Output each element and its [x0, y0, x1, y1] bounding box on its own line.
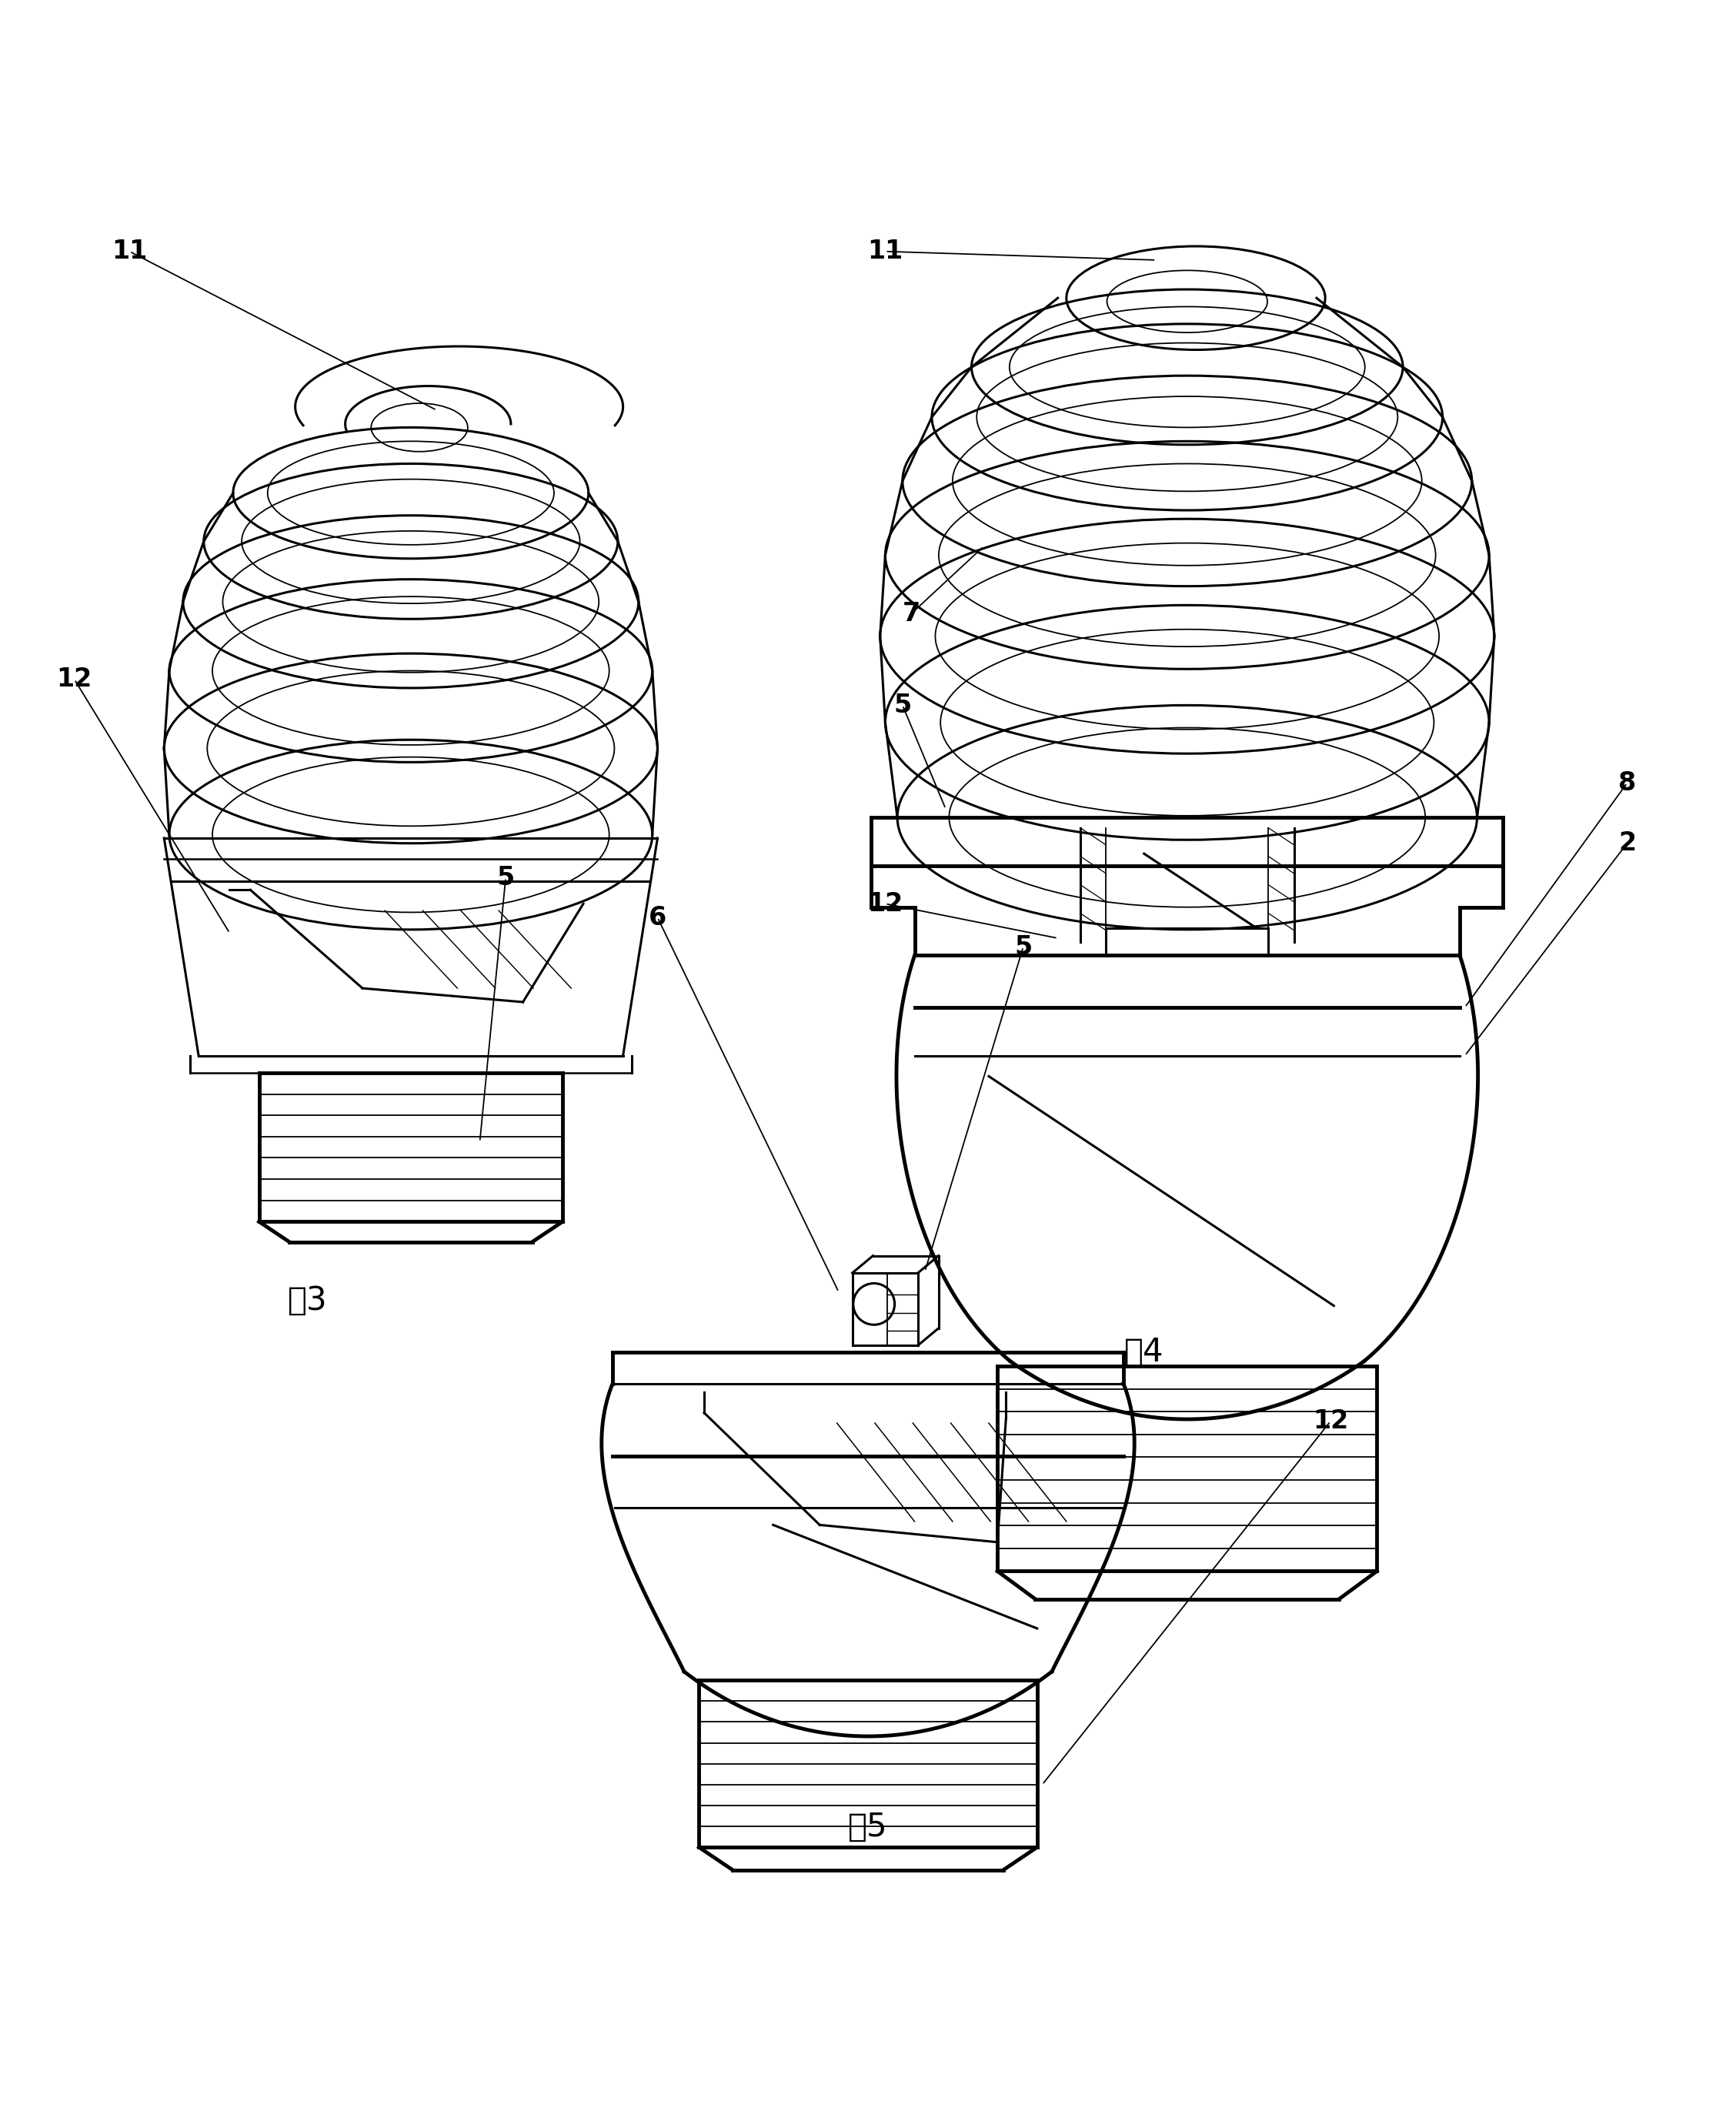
Text: 12: 12 [57, 667, 92, 693]
Text: 12: 12 [1312, 1408, 1349, 1434]
Text: 11: 11 [868, 239, 903, 265]
Text: 6: 6 [649, 904, 667, 930]
Text: 12: 12 [868, 892, 903, 917]
Text: 图3: 图3 [288, 1284, 326, 1317]
Text: 图5: 图5 [849, 1811, 887, 1843]
Text: 7: 7 [903, 602, 920, 627]
Text: 5: 5 [894, 693, 911, 718]
Text: 8: 8 [1618, 771, 1635, 796]
Text: 图4: 图4 [1125, 1336, 1163, 1368]
Text: 11: 11 [111, 239, 148, 265]
Text: 5: 5 [1014, 934, 1033, 959]
Text: 5: 5 [496, 864, 514, 890]
Text: 2: 2 [1618, 830, 1635, 856]
